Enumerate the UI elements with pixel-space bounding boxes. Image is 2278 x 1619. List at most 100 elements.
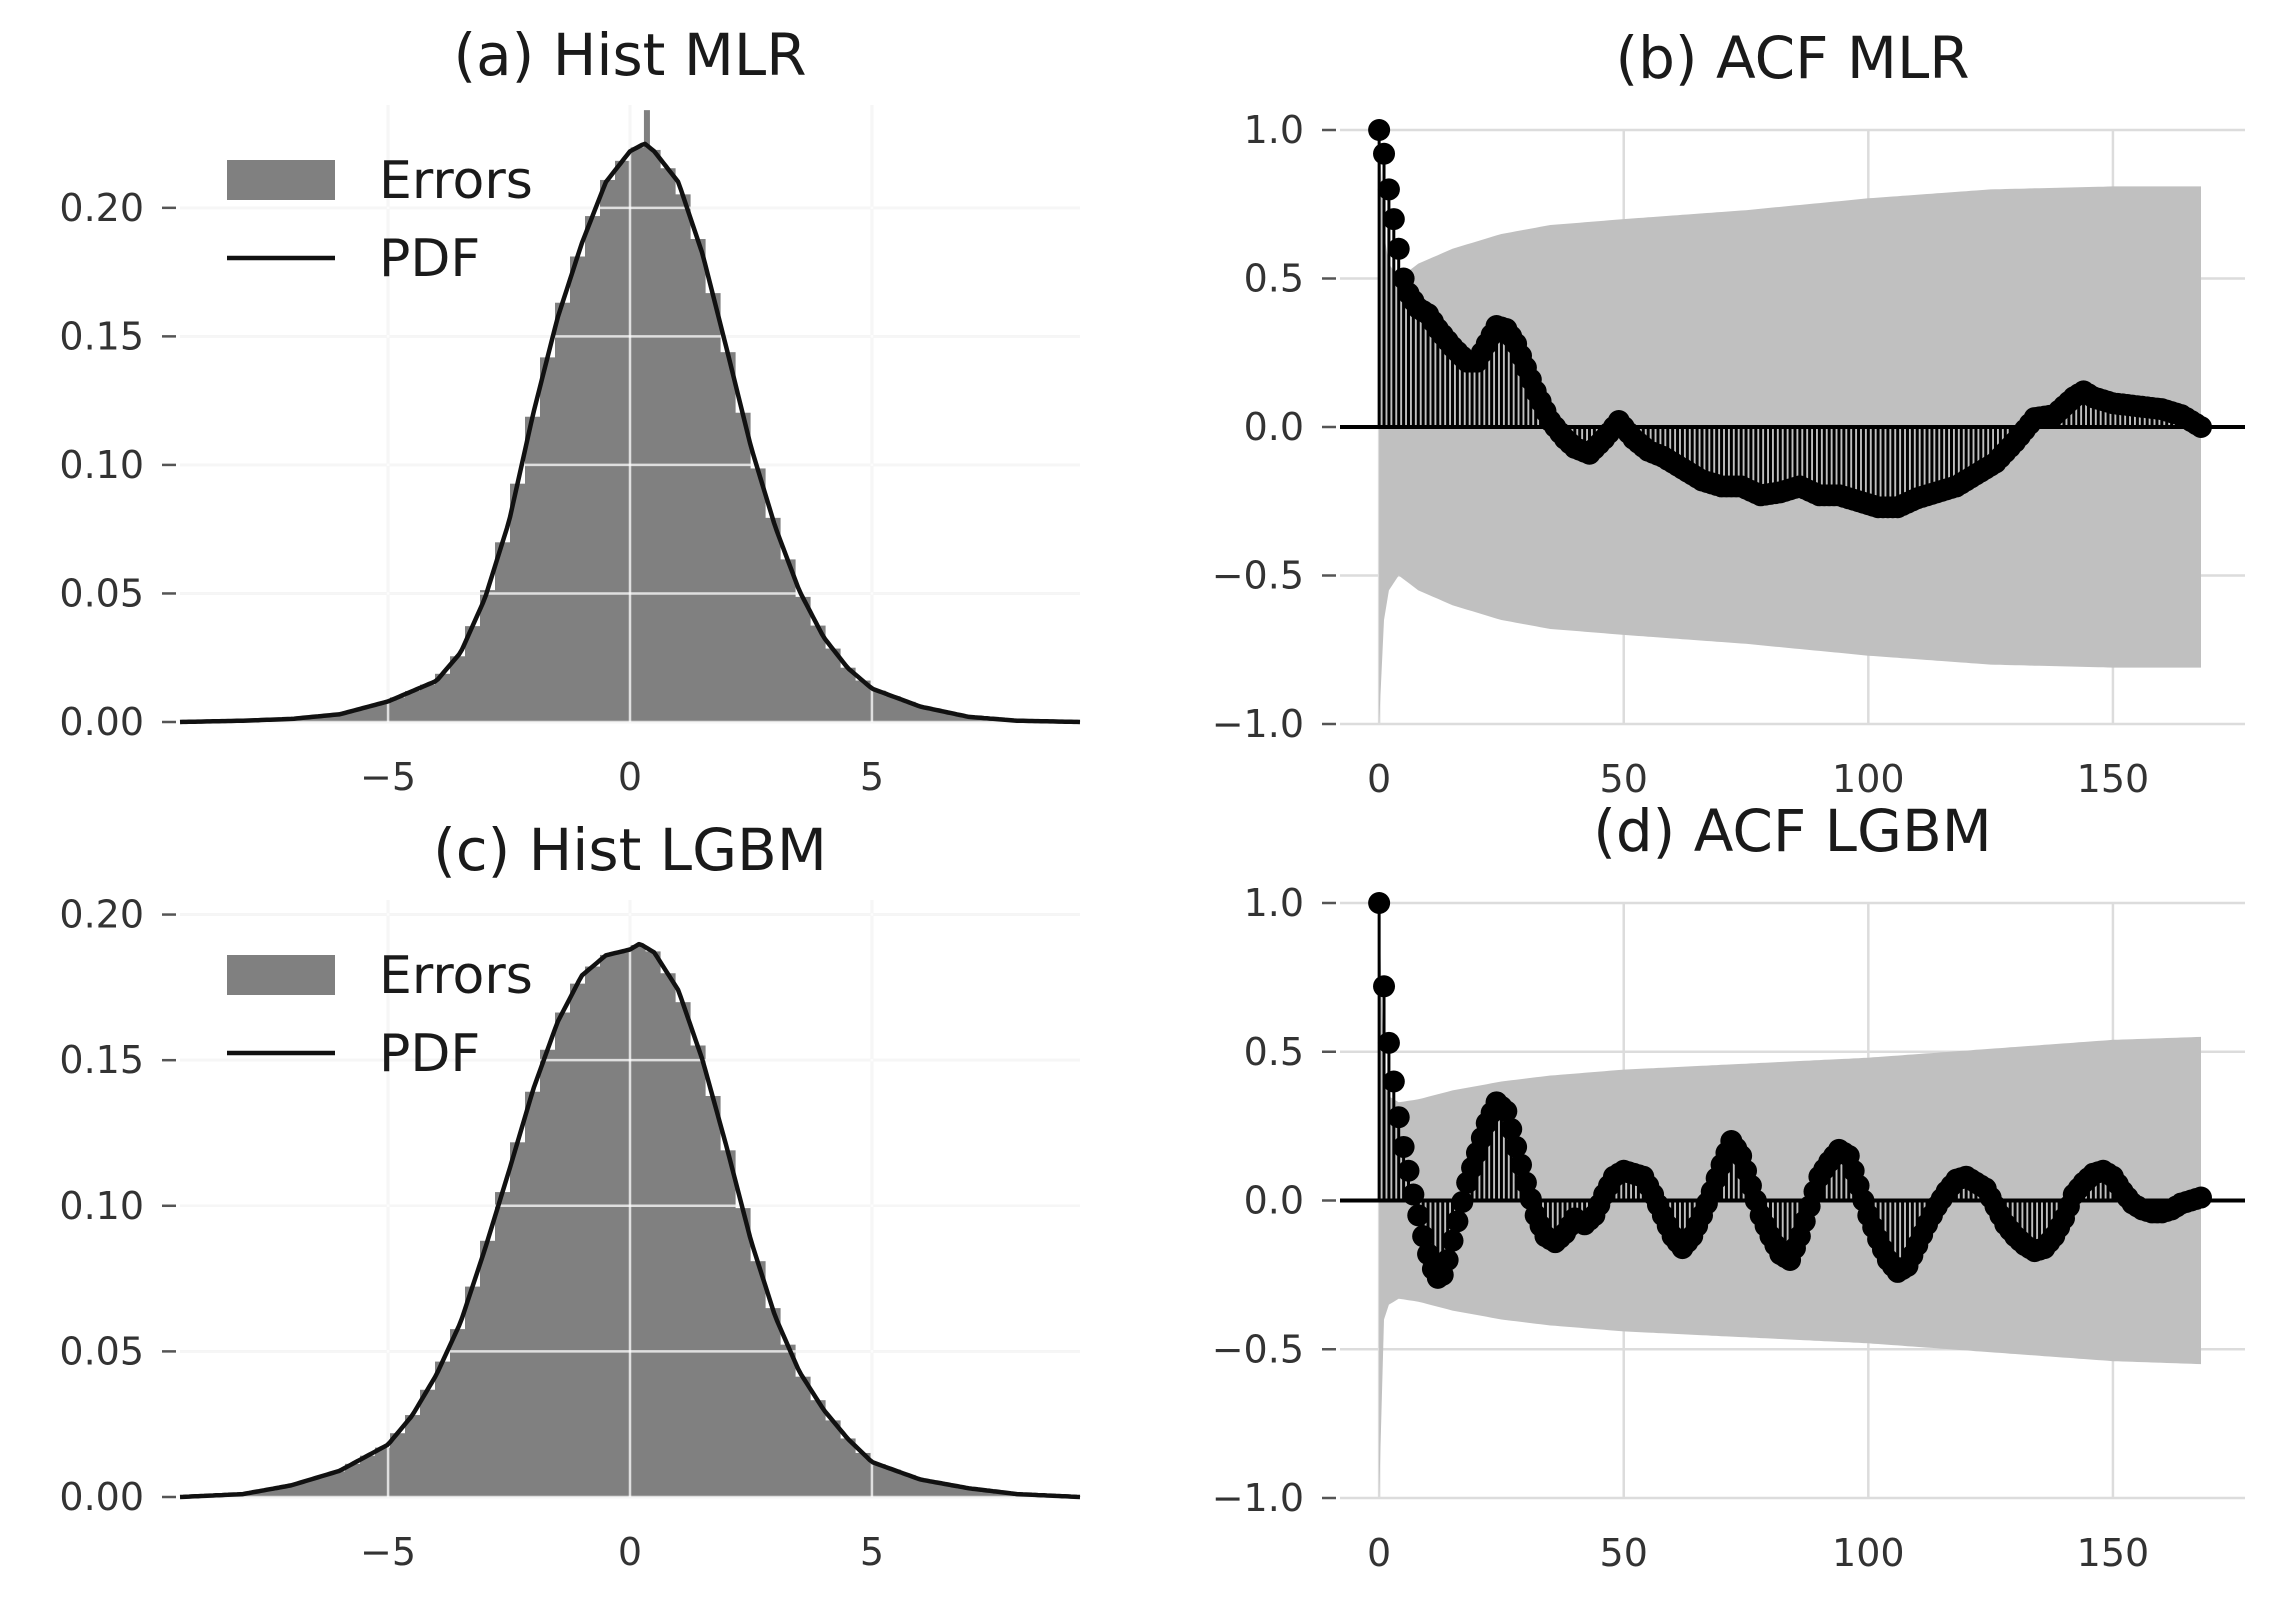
histogram-bar: [390, 697, 406, 722]
histogram-bar: [390, 1433, 406, 1497]
histogram-bar: [450, 656, 466, 722]
panel-title: (d) ACF LGBM: [1593, 797, 1992, 865]
acf-marker: [1373, 142, 1396, 165]
panel-acf-lgbm: (d) ACF LGBM 0 50 100 150 −1.0 −0.5 0.0 0.5 1.0: [1212, 797, 2245, 1575]
histogram-bar: [345, 1463, 361, 1497]
histogram-bar: [960, 716, 976, 722]
histogram-bar: [570, 256, 586, 722]
histogram-bar: [735, 412, 751, 722]
y-tick-label: 0.05: [59, 571, 144, 615]
histogram-bar: [990, 1491, 1006, 1497]
histogram-bar: [630, 147, 646, 722]
histogram-bar: [270, 1487, 286, 1497]
y-tick-label: 0.0: [1244, 405, 1304, 449]
histogram-bar: [480, 590, 496, 722]
y-tick-label: 0.15: [59, 1038, 144, 1082]
panel-title: (c) Hist LGBM: [433, 816, 827, 884]
histogram-bar: [585, 966, 601, 1497]
histogram-bar: [465, 1286, 481, 1497]
histogram-bar: [315, 715, 331, 722]
histogram-bar: [690, 1045, 706, 1497]
legend-label-pdf: PDF: [379, 1024, 480, 1084]
histogram-bar: [660, 973, 676, 1497]
acf-marker: [1412, 1225, 1435, 1248]
histogram-bar: [420, 684, 436, 722]
histogram-bar: [600, 179, 616, 722]
histogram-bar: [780, 559, 796, 722]
histogram-bar: [885, 696, 901, 722]
histogram-bar: [375, 702, 391, 722]
histogram-bar: [885, 1469, 901, 1497]
y-tick-label: 0.00: [59, 700, 144, 744]
histogram-bar: [855, 1452, 871, 1497]
histogram-bar: [810, 625, 826, 722]
x-tick-label: 100: [1832, 1531, 1905, 1575]
histogram-bar: [975, 1489, 991, 1497]
histogram-bar: [915, 1479, 931, 1497]
y-tick-label: 0.0: [1244, 1179, 1304, 1223]
histogram-bar: [690, 238, 706, 723]
acf-marker: [1407, 1204, 1430, 1227]
histogram-bar: [645, 951, 661, 1497]
histogram-bar: [495, 542, 511, 722]
acf-marker: [1377, 1031, 1400, 1054]
histogram-bar: [495, 1192, 511, 1497]
acf-marker: [1377, 178, 1400, 201]
y-tick-label: 0.05: [59, 1329, 144, 1373]
histogram-bar: [480, 1240, 496, 1497]
histogram-bar: [330, 1471, 346, 1497]
acf-marker: [1441, 1229, 1464, 1252]
histogram-bar: [870, 1464, 886, 1497]
x-tick-label: 5: [860, 1530, 884, 1574]
histogram-bar: [870, 690, 886, 722]
histogram-bar: [540, 1049, 556, 1497]
acf-marker: [1510, 1153, 1532, 1176]
x-tick-label: 0: [618, 1530, 642, 1574]
histogram-bar: [615, 160, 631, 722]
histogram-bar: [795, 596, 811, 722]
histogram-bar: [420, 1389, 436, 1497]
panel-title: (b) ACF MLR: [1615, 24, 1969, 92]
y-tick-label: 0.00: [59, 1475, 144, 1519]
acf-marker: [1451, 1190, 1474, 1213]
panel-hist-lgbm: (c) Hist LGBM −5 0 5 0.00 0.05 0.10 0.15 0.20 Err…: [59, 816, 1081, 1574]
histogram-bar: [810, 1400, 826, 1497]
x-tick-label: −5: [360, 755, 416, 799]
acf-marker: [1500, 1118, 1523, 1141]
acf-marker: [1495, 1100, 1518, 1123]
histogram-bar: [750, 1261, 766, 1497]
histogram-bar: [840, 1438, 856, 1497]
histogram-bar: [675, 194, 691, 722]
histogram-bar: [750, 468, 766, 722]
acf-marker: [1446, 1210, 1469, 1233]
histogram-bar: [630, 944, 646, 1497]
x-tick-label: 50: [1600, 1531, 1648, 1575]
histogram-bar: [825, 1420, 841, 1497]
histogram-bar: [510, 1142, 526, 1497]
histogram-bar: [660, 168, 676, 722]
histogram-bar: [435, 1361, 451, 1497]
x-tick-label: 0: [1367, 1531, 1391, 1575]
histogram-bar: [315, 1475, 331, 1497]
histogram-bar: [525, 416, 541, 722]
histogram-bar: [825, 648, 841, 722]
x-tick-label: 0: [618, 755, 642, 799]
panel-hist-mlr: (a) Hist MLR −5 0 5 0.00 0.05 0.10 0.15 0.20 Erro…: [59, 21, 1081, 799]
x-tick-label: 50: [1600, 757, 1648, 801]
histogram-bar: [840, 667, 856, 722]
acf-marker: [1373, 975, 1396, 998]
histogram-bar: [300, 1480, 316, 1497]
acf-marker: [1402, 1183, 1425, 1206]
pdf-line: [179, 141, 1081, 725]
y-tick-label: 0.5: [1244, 1030, 1304, 1074]
x-tick-label: 150: [2077, 1531, 2150, 1575]
acf-marker: [2189, 416, 2212, 438]
histogram-bar: [570, 983, 586, 1497]
y-tick-label: 0.5: [1244, 257, 1304, 301]
y-tick-label: 0.20: [59, 186, 144, 230]
histogram-bar: [330, 714, 346, 722]
y-tick-label: −1.0: [1212, 702, 1304, 746]
histogram-bar: [900, 1474, 916, 1497]
x-tick-label: 100: [1832, 757, 1905, 801]
histogram-bar: [255, 1490, 271, 1497]
